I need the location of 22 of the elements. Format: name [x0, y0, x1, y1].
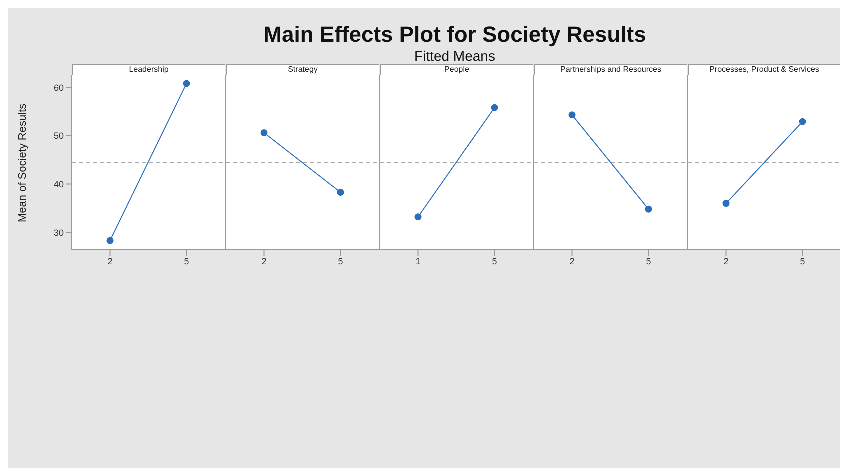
x-tick-label: 5 [646, 256, 652, 266]
y-tick-label: 30 [54, 228, 64, 238]
text: Fitted Means [414, 48, 496, 64]
y-tick-label: 40 [54, 179, 64, 190]
x-tick-label: 2 [570, 256, 575, 266]
y-axis-title: Mean of Society Results [16, 103, 29, 222]
chart-title: Leadership [72, 64, 225, 75]
chart-title: Partnerships and Resources [534, 64, 687, 75]
x-tick-label: 5 [800, 256, 806, 266]
y-tick-label: 60 [54, 82, 64, 93]
x-tick-label: 2 [262, 256, 267, 266]
chart-title: People [380, 64, 533, 75]
x-tick-label: 2 [724, 256, 729, 266]
y-tick-label: 50 [54, 131, 64, 142]
chart-title: Strategy [226, 64, 379, 75]
x-tick-label: 2 [108, 256, 113, 266]
chart-title: Processes, Product & Services [688, 64, 841, 75]
x-tick-label: 5 [184, 256, 190, 266]
x-tick-label: 1 [416, 256, 421, 266]
x-tick-label: 5 [338, 256, 344, 266]
text: Main Effects Plot for Society Results [262, 22, 648, 48]
x-tick-label: 5 [492, 256, 498, 266]
